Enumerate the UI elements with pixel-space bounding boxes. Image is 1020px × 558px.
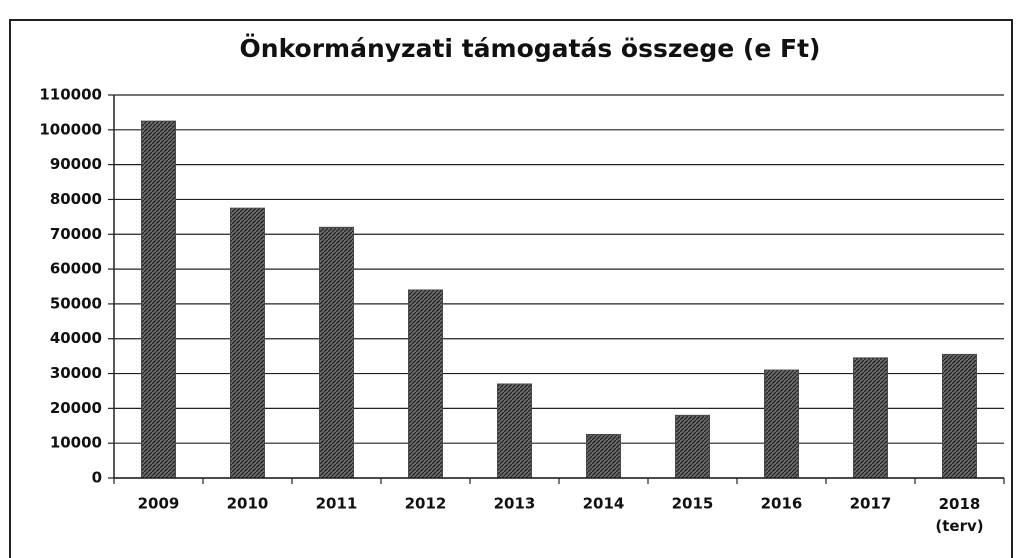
- y-tick-label: 100000: [39, 120, 102, 138]
- x-tick-label: 2009: [138, 495, 180, 513]
- x-tick-label: 2015: [672, 495, 714, 513]
- x-tick-label: 2017: [850, 495, 892, 513]
- x-tick-label: 2013: [494, 495, 536, 513]
- bar: [408, 289, 443, 479]
- bar: [319, 226, 354, 479]
- x-tick-label: 2011: [316, 495, 358, 513]
- x-tick-label: 2014: [583, 495, 625, 513]
- x-tick-label: 2018 (terv): [935, 495, 983, 535]
- y-tick-label: 50000: [50, 294, 102, 312]
- bar: [853, 357, 888, 479]
- bar: [942, 353, 977, 479]
- x-tick-label: 2016: [761, 495, 803, 513]
- y-tick-label: 80000: [50, 190, 102, 208]
- y-tick-label: 30000: [50, 364, 102, 382]
- y-tick-label: 0: [92, 469, 102, 487]
- bar: [230, 207, 265, 479]
- x-tick-label: 2010: [227, 495, 269, 513]
- y-tick-label: 110000: [39, 86, 102, 104]
- bar: [764, 369, 799, 479]
- bar: [675, 414, 710, 479]
- y-tick-label: 40000: [50, 329, 102, 347]
- y-tick-label: 20000: [50, 399, 102, 417]
- chart-title: Önkormányzati támogatás összege (e Ft): [240, 33, 821, 63]
- bar: [586, 433, 621, 479]
- y-tick-label: 60000: [50, 260, 102, 278]
- bar: [497, 383, 532, 479]
- chart-frame: [9, 19, 1013, 558]
- y-tick-label: 70000: [50, 225, 102, 243]
- x-tick-label: 2012: [405, 495, 447, 513]
- bar: [141, 120, 176, 479]
- y-tick-label: 90000: [50, 155, 102, 173]
- y-tick-label: 10000: [50, 434, 102, 452]
